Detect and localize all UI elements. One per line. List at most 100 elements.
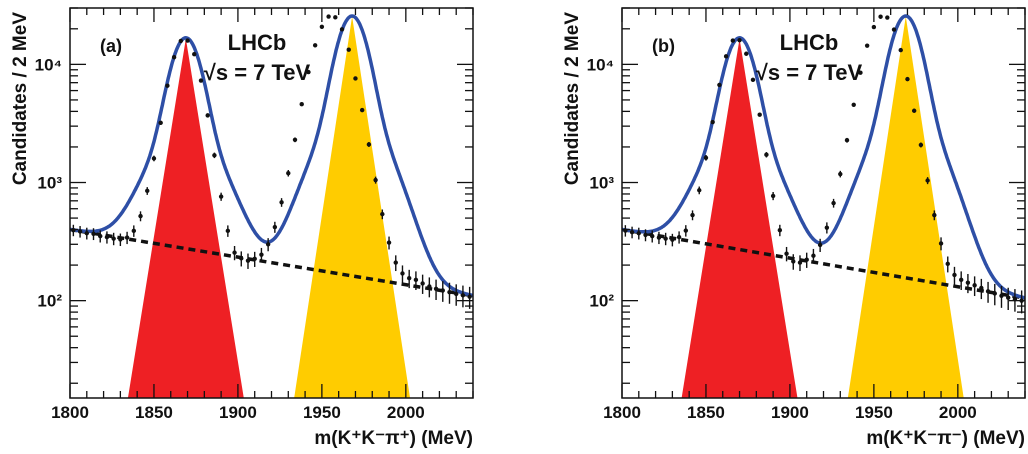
data-point [292,137,298,142]
data-point [312,43,318,48]
data-point [118,237,123,242]
panel-label: (b) [652,36,675,56]
data-point [730,38,736,43]
x-tick-label: 1800 [603,403,641,422]
data-point [985,289,991,294]
data-points [623,14,1024,314]
data-point [817,242,823,248]
data-point [824,225,830,230]
data-point [898,47,903,53]
data-point [885,15,890,20]
x-axis-title: m(K⁺K⁻π⁻) (MeV) [866,428,1025,449]
x-tick-label: 1950 [855,403,893,422]
data-point [703,155,709,160]
data-point [999,293,1004,298]
data-point [650,233,655,239]
data-point [952,272,957,278]
data-point [932,212,937,218]
data-point [643,232,648,238]
y-tick-label: 10² [37,292,62,311]
data-point [198,78,204,83]
x-tick-label: 1850 [135,403,173,422]
data-point [764,152,769,157]
data-point [131,228,137,234]
data-point [339,27,345,32]
y-tick-label: 10³ [589,174,614,193]
data-point [629,229,635,235]
data-point [710,119,715,125]
data-point [373,177,378,183]
ds-signal-fill [294,16,411,398]
data-point [683,228,689,233]
data-point [138,213,143,219]
data-point [178,38,184,44]
data-point [447,289,452,295]
y-axis-title: Candidates / 2 MeV [562,12,583,185]
data-point [676,234,682,240]
data-point [158,120,163,126]
data-point [151,156,157,161]
data-point [319,24,325,29]
data-point [791,259,796,264]
data-point [306,69,311,75]
data-point [98,233,103,239]
data-point [286,170,291,176]
data-point [212,153,217,158]
data-point [656,235,662,240]
data-point [965,280,971,285]
x-tick-label: 1800 [51,403,89,422]
data-point [744,51,749,56]
data-point [945,261,950,267]
panel-b: 1800 1850 1900 1950 2000 10² 10³ 10⁴ (b) LHCb √… [562,7,1026,449]
data-point [77,229,83,234]
data-point [757,112,762,117]
data-point [91,231,96,237]
x-tick-label: 1850 [687,403,725,422]
data-point [804,257,809,262]
background-fit-line [622,227,1025,300]
panel-a: 1800 1850 1900 1950 2000 10² 10³ 10⁴ (a) LHCb √… [10,7,474,449]
data-point [723,54,729,59]
data-point [232,250,237,255]
data-point [279,200,284,205]
total-fit-curve [622,14,1025,300]
data-point [750,77,756,83]
x-tick-label: 1900 [771,403,809,422]
x-tick-label: 1950 [303,403,341,422]
data-point [440,288,445,293]
data-point [400,271,405,276]
data-point [165,83,170,88]
data-point [433,286,439,292]
data-point [225,228,231,234]
data-point [717,82,722,88]
data-point [333,15,338,20]
data-point [858,70,863,75]
data-point [851,102,856,107]
data-point [252,256,257,262]
data-point [454,291,459,297]
y-tick-label: 10⁴ [587,55,614,74]
data-point [663,236,668,241]
x-axis-title: m(K⁺K⁻π⁺) (MeV) [314,428,473,449]
data-point [192,51,197,57]
data-point [427,284,432,289]
data-points [71,14,472,309]
data-point [265,242,271,247]
d-signal-fill [681,38,798,398]
total-fit-curve [70,14,473,298]
data-point [406,275,412,281]
data-point [770,193,776,199]
d-signal-fill [127,38,244,398]
data-point [467,294,472,299]
y-tick-label: 10⁴ [35,55,62,74]
data-point [864,43,870,48]
data-point [460,293,466,298]
y-tick-label: 10³ [37,174,62,193]
data-point [697,188,702,193]
background-fit-line [70,227,473,298]
data-point [972,283,977,288]
data-point [259,252,264,257]
data-point [326,14,331,19]
data-point [911,108,917,113]
experiment-label: LHCb [780,30,839,55]
